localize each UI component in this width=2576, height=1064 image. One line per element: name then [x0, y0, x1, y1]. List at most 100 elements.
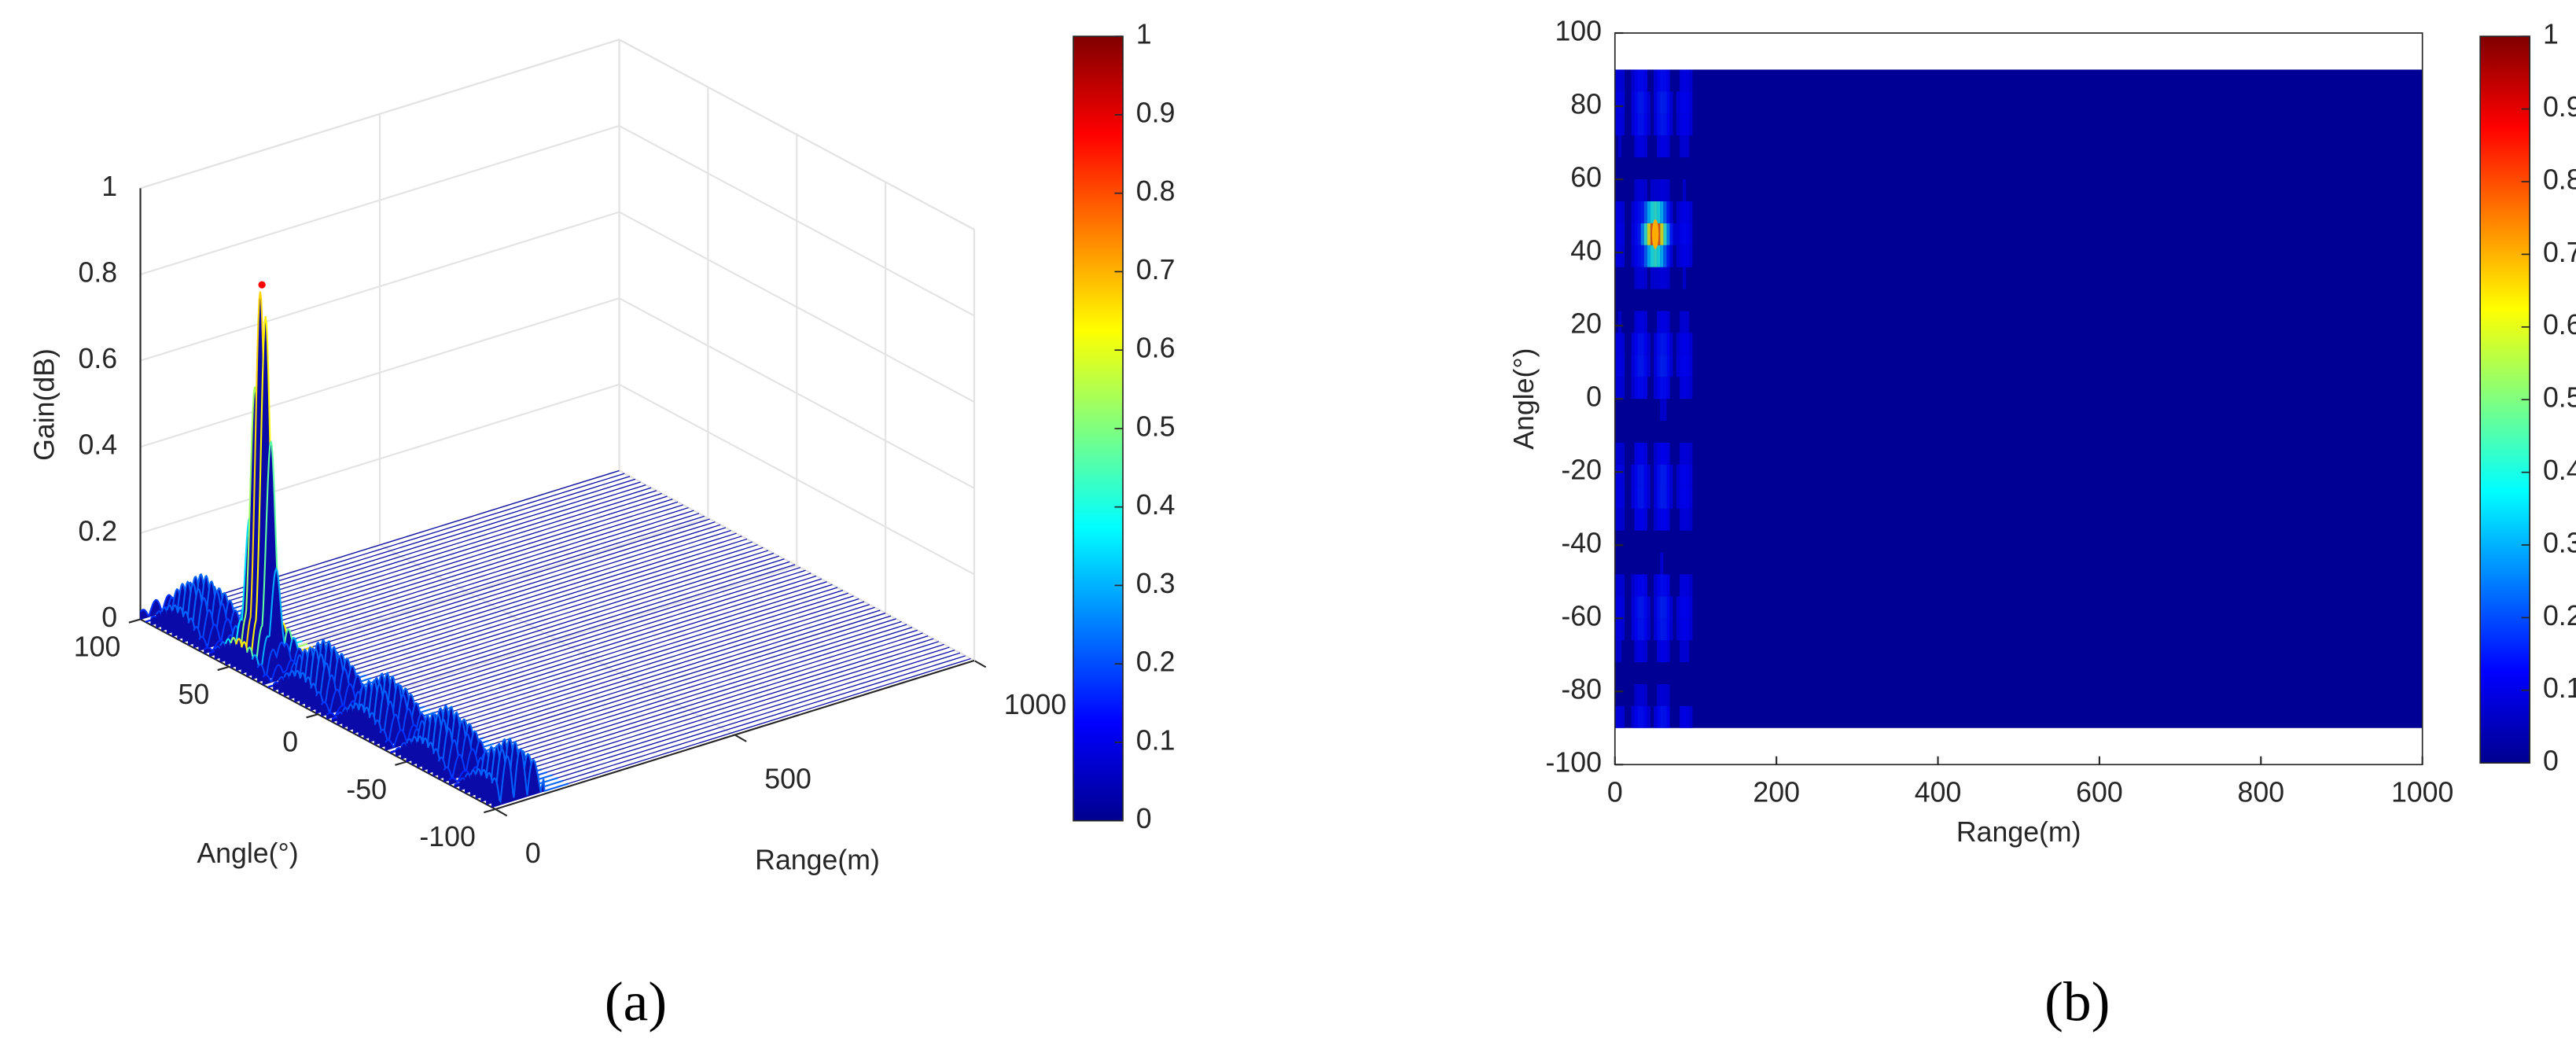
- heat-cell: [1683, 574, 1687, 597]
- heat-cell: [1683, 355, 1687, 377]
- heat-cell: [1634, 267, 1638, 289]
- heat-cell: [1640, 245, 1644, 267]
- heat-cell: [1643, 223, 1647, 245]
- heat-cell: [1660, 596, 1664, 619]
- heat-cell: [1683, 486, 1687, 509]
- heat-cell: [1621, 69, 1625, 92]
- y-tick-label: -100: [1546, 747, 1602, 779]
- heat-cell: [1666, 135, 1670, 158]
- heat-cell: [1614, 618, 1618, 641]
- heat-cell: [1657, 640, 1661, 663]
- heat-cell: [1663, 508, 1667, 531]
- heat-cell: [1669, 618, 1673, 641]
- z-axis-label: Gain(dB): [28, 348, 60, 461]
- colorbar-tick-label: 0.4: [1136, 489, 1176, 521]
- heat-cell: [1617, 640, 1622, 663]
- heat-cell: [1637, 574, 1641, 597]
- heat-cell: [1634, 135, 1638, 158]
- heat-cell: [1631, 377, 1635, 399]
- y-tick-label: -50: [346, 774, 387, 805]
- heat-cell: [1679, 355, 1684, 377]
- colorbar-tick-label: 0.9: [1136, 97, 1176, 128]
- y-tick-label: 80: [1570, 88, 1602, 120]
- colorbar-tick-label: 0.1: [1136, 724, 1176, 756]
- heat-cell: [1614, 355, 1618, 377]
- colorbar-tick-label: 0.8: [1136, 175, 1176, 207]
- grid-line: [229, 87, 709, 668]
- heat-cell: [1669, 113, 1673, 136]
- heat-cell: [1679, 201, 1684, 223]
- x-axis-label: Range(m): [1956, 816, 2081, 848]
- heat-cell: [1643, 311, 1647, 333]
- colorbar-tick-label: 0.7: [2543, 237, 2576, 268]
- heat-cell: [1617, 574, 1622, 597]
- heat-cell: [1657, 618, 1661, 641]
- heat-cell: [1689, 355, 1693, 377]
- heat-cell: [1666, 201, 1670, 223]
- heat-cell: [1637, 508, 1641, 531]
- x-tick: [973, 660, 987, 668]
- y-tick: [128, 618, 141, 624]
- heat-cell: [1640, 640, 1644, 663]
- heat-cell: [1669, 223, 1673, 245]
- heat-cell: [1614, 640, 1618, 663]
- heat-cell: [1643, 179, 1647, 201]
- heat-cell: [1689, 113, 1693, 136]
- heat-cell: [1663, 135, 1667, 158]
- heat-cell: [1654, 574, 1658, 597]
- heat-cell: [1634, 201, 1638, 223]
- colorbar-tick-label: 0.4: [2543, 455, 2576, 486]
- heat-cell: [1654, 705, 1658, 728]
- heat-cell: [1660, 618, 1664, 641]
- heat-cell: [1617, 442, 1622, 465]
- heat-cell: [1640, 311, 1644, 333]
- y-tick-label: 100: [1555, 15, 1602, 46]
- heat-cell: [1676, 618, 1680, 641]
- heat-cell: [1643, 377, 1647, 399]
- heat-cell: [1676, 223, 1680, 245]
- heat-cell: [1637, 267, 1641, 289]
- heat-cell: [1676, 464, 1680, 487]
- heat-cell: [1617, 596, 1622, 619]
- heat-cell: [1634, 683, 1638, 706]
- heat-cell: [1637, 640, 1641, 663]
- heat-cell: [1634, 377, 1638, 399]
- heat-cell: [1640, 355, 1644, 377]
- y-tick: [395, 760, 407, 766]
- heat-cell: [1669, 91, 1673, 114]
- heat-cell: [1654, 245, 1658, 267]
- heat-cell: [1643, 464, 1647, 487]
- heat-cell: [1689, 508, 1693, 531]
- heat-cell: [1660, 377, 1664, 399]
- x-tick-label: 1000: [1004, 689, 1066, 720]
- heat-cell: [1631, 333, 1635, 355]
- heat-cell: [1686, 705, 1690, 728]
- heat-cell: [1686, 640, 1690, 663]
- heat-cell: [1666, 486, 1670, 509]
- heat-cell: [1614, 333, 1618, 355]
- y-tick-label: 20: [1570, 308, 1602, 340]
- heat-cell: [1650, 245, 1654, 267]
- heat-cell: [1660, 552, 1664, 575]
- heat-cell: [1669, 201, 1673, 223]
- y-tick-label: 0: [282, 726, 298, 757]
- heat-cell: [1631, 245, 1635, 267]
- heat-cell: [1666, 179, 1670, 201]
- heat-cell: [1660, 311, 1664, 333]
- heat-cell: [1666, 91, 1670, 114]
- heat-cell: [1647, 355, 1650, 377]
- heat-cell: [1663, 399, 1667, 422]
- heat-cell: [1640, 91, 1644, 114]
- heat-cell: [1621, 223, 1625, 245]
- heat-cell: [1683, 135, 1687, 158]
- heat-cell: [1634, 179, 1638, 201]
- x-axis: [495, 659, 975, 810]
- heat-cell: [1631, 464, 1635, 487]
- heat-cell: [1631, 486, 1635, 509]
- heat-cell: [1621, 705, 1625, 728]
- heat-cell: [1686, 223, 1690, 245]
- heat-cell: [1631, 91, 1635, 114]
- heat-cell: [1650, 267, 1654, 289]
- heat-cell: [1631, 355, 1635, 377]
